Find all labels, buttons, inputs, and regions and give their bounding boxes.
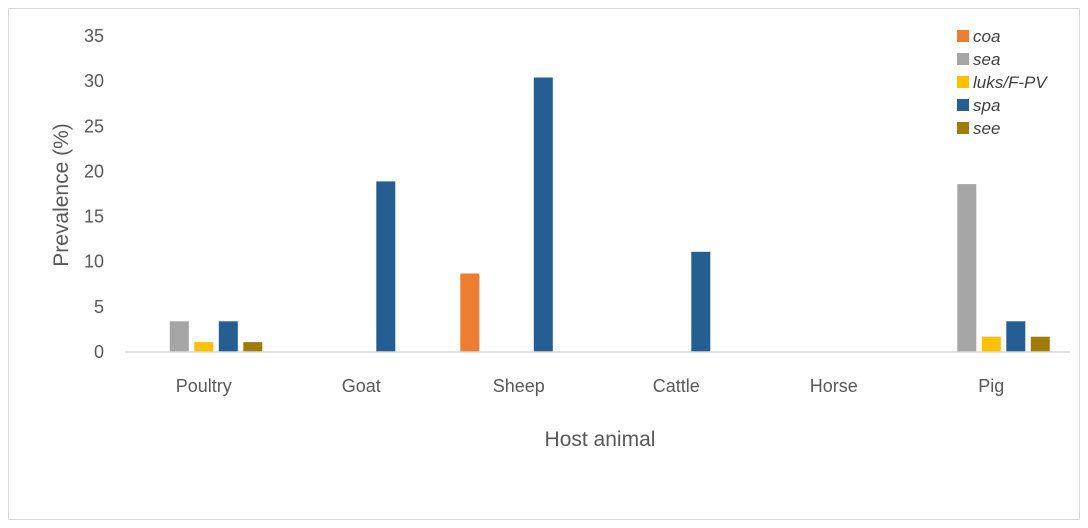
bar-pig-spa <box>1006 321 1026 352</box>
y-tick-label: 5 <box>94 297 104 317</box>
y-tick-label: 35 <box>84 26 104 46</box>
legend-label: see <box>973 119 1000 138</box>
x-tick-label: Horse <box>810 376 858 396</box>
y-axis-title: Prevalence (%) <box>50 123 73 267</box>
bars <box>169 77 1050 352</box>
legend-swatch <box>957 122 969 134</box>
bar-poultry-see <box>243 342 263 352</box>
y-tick-label: 15 <box>84 207 104 227</box>
bar-poultry-spa <box>218 321 238 352</box>
x-tick-label: Pig <box>978 376 1004 396</box>
bar-pig-luks-f-pv <box>981 336 1001 352</box>
y-tick-label: 0 <box>94 342 104 362</box>
bar-cattle-spa <box>691 251 711 352</box>
legend-swatch <box>957 30 969 42</box>
legend-label: coa <box>973 27 1000 46</box>
x-tick-label: Sheep <box>493 376 545 396</box>
x-tick-label: Goat <box>342 376 381 396</box>
legend-label: sea <box>973 50 1000 69</box>
y-tick-label: 30 <box>84 71 104 91</box>
legend-swatch <box>957 76 969 88</box>
legend-label: spa <box>973 96 1000 115</box>
legend-label: luks/F-PV <box>973 73 1048 92</box>
x-tick-label: Cattle <box>653 376 700 396</box>
bar-poultry-luks-f-pv <box>194 342 214 352</box>
bar-sheep-coa <box>460 273 480 352</box>
bar-pig-sea <box>957 184 977 352</box>
y-tick-label: 25 <box>84 116 104 136</box>
bar-goat-spa <box>376 181 396 352</box>
x-axis-ticks: Poultry Goat Sheep Cattle Horse Pig <box>176 376 1005 396</box>
bar-sheep-spa <box>533 77 553 352</box>
y-tick-label: 10 <box>84 252 104 272</box>
y-axis-ticks: 0 5 10 15 20 25 30 35 <box>84 26 104 362</box>
bar-pig-see <box>1030 336 1050 352</box>
x-axis-title: Host animal <box>545 428 656 451</box>
bar-poultry-sea <box>169 321 189 352</box>
y-tick-label: 20 <box>84 161 104 181</box>
legend: coa sea luks/F-PV spa see <box>957 27 1048 138</box>
legend-swatch <box>957 53 969 65</box>
legend-swatch <box>957 99 969 111</box>
x-tick-label: Poultry <box>176 376 232 396</box>
